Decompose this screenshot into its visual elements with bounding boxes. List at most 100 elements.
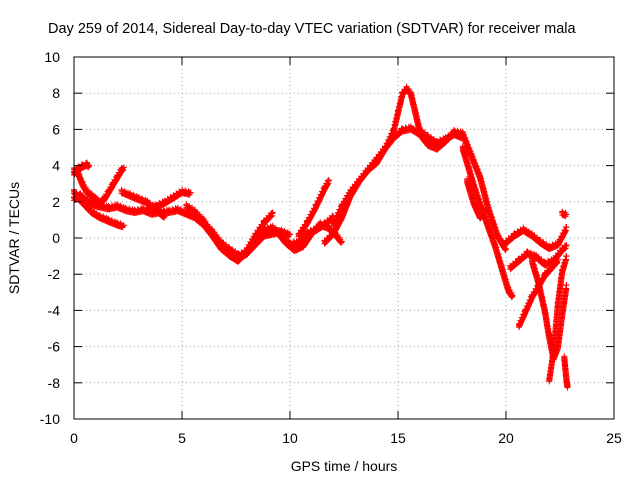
data-series-sat-track-1 [71, 186, 127, 231]
data-point [161, 213, 168, 220]
y-tick-label: 0 [52, 230, 60, 246]
data-point [338, 202, 345, 209]
chart-title: Day 259 of 2014, Sidereal Day-to-day VTE… [48, 21, 577, 37]
data-point [183, 202, 190, 209]
data-point [433, 144, 440, 151]
data-point [287, 231, 293, 238]
data-series-sat-track-18 [528, 255, 570, 363]
data-series-sat-track-11 [321, 83, 466, 247]
data-point [88, 207, 95, 214]
data-series-sat-track-15 [503, 224, 570, 253]
y-tick-label: 2 [52, 194, 60, 210]
data-point [153, 202, 160, 209]
data-point [492, 242, 499, 249]
data-point [338, 238, 345, 245]
data-series-sat-track-6 [144, 186, 194, 215]
data-point [524, 249, 531, 256]
data-point [537, 238, 544, 245]
data-series-sat-track-16 [507, 242, 570, 273]
data-point [563, 211, 570, 218]
data-series-sat-track-20 [559, 208, 570, 220]
data-point [503, 238, 509, 245]
data-point [554, 240, 561, 247]
data-point [550, 347, 557, 354]
data-point [144, 198, 151, 205]
data-point [564, 383, 571, 390]
data-point [382, 144, 389, 151]
data-point [77, 191, 84, 198]
data-point [317, 220, 324, 227]
data-point [118, 187, 125, 194]
data-point [535, 278, 542, 285]
data-point [503, 245, 509, 252]
data-point-trail [321, 83, 466, 247]
data-point [559, 267, 566, 274]
data-point [269, 209, 276, 216]
y-tick-label: -8 [48, 375, 61, 391]
data-series [71, 83, 571, 391]
data-point [505, 285, 512, 292]
data-point [217, 238, 224, 245]
data-point-trail [561, 353, 571, 391]
data-point [528, 256, 535, 263]
data-point [183, 209, 190, 216]
data-point [407, 90, 414, 97]
data-point [83, 196, 90, 203]
data-point [554, 256, 561, 263]
data-point [548, 263, 555, 270]
data-point [554, 300, 561, 307]
data-point [485, 224, 492, 231]
data-point [166, 207, 173, 214]
data-point [96, 213, 103, 220]
x-tick-label: 25 [606, 430, 622, 446]
data-point [498, 263, 505, 270]
data-point [83, 187, 90, 194]
data-point [325, 177, 332, 184]
data-point [466, 166, 473, 173]
data-point [226, 245, 233, 252]
data-point [308, 229, 315, 236]
data-point [459, 130, 466, 137]
data-point [105, 187, 112, 194]
data-point [334, 233, 341, 240]
data-point [200, 220, 207, 227]
data-point [451, 128, 458, 135]
x-tick-labels: 0 5 10 15 20 25 [70, 430, 622, 446]
data-point [114, 220, 121, 227]
data-point [399, 90, 406, 97]
data-point [209, 227, 216, 234]
data-point [252, 240, 259, 247]
data-point [561, 354, 568, 361]
data-point [235, 251, 242, 258]
data-series-sat-track-14 [464, 175, 490, 222]
data-point [546, 332, 553, 339]
data-point [364, 166, 371, 173]
data-point [312, 202, 319, 209]
data-point [243, 249, 250, 256]
data-point [105, 216, 112, 223]
data-point [563, 376, 570, 383]
data-point [559, 311, 566, 318]
data-point [494, 231, 501, 238]
data-point [511, 231, 518, 238]
data-point [559, 245, 566, 252]
data-point [520, 225, 527, 232]
y-tick-label: -6 [48, 339, 61, 355]
y-tick-label: -2 [48, 266, 61, 282]
data-point [120, 222, 127, 229]
x-tick-label: 15 [390, 430, 406, 446]
data-point [395, 108, 401, 115]
axis-ticks [73, 56, 615, 420]
data-point [109, 180, 116, 187]
data-point [464, 177, 471, 184]
y-tick-label: 8 [52, 85, 60, 101]
data-point [563, 282, 570, 289]
data-point [515, 321, 522, 328]
data-point [321, 238, 328, 245]
data-point [541, 271, 548, 278]
data-point [477, 173, 484, 180]
data-point [468, 151, 475, 158]
data-point [291, 245, 298, 252]
data-point [261, 231, 268, 238]
